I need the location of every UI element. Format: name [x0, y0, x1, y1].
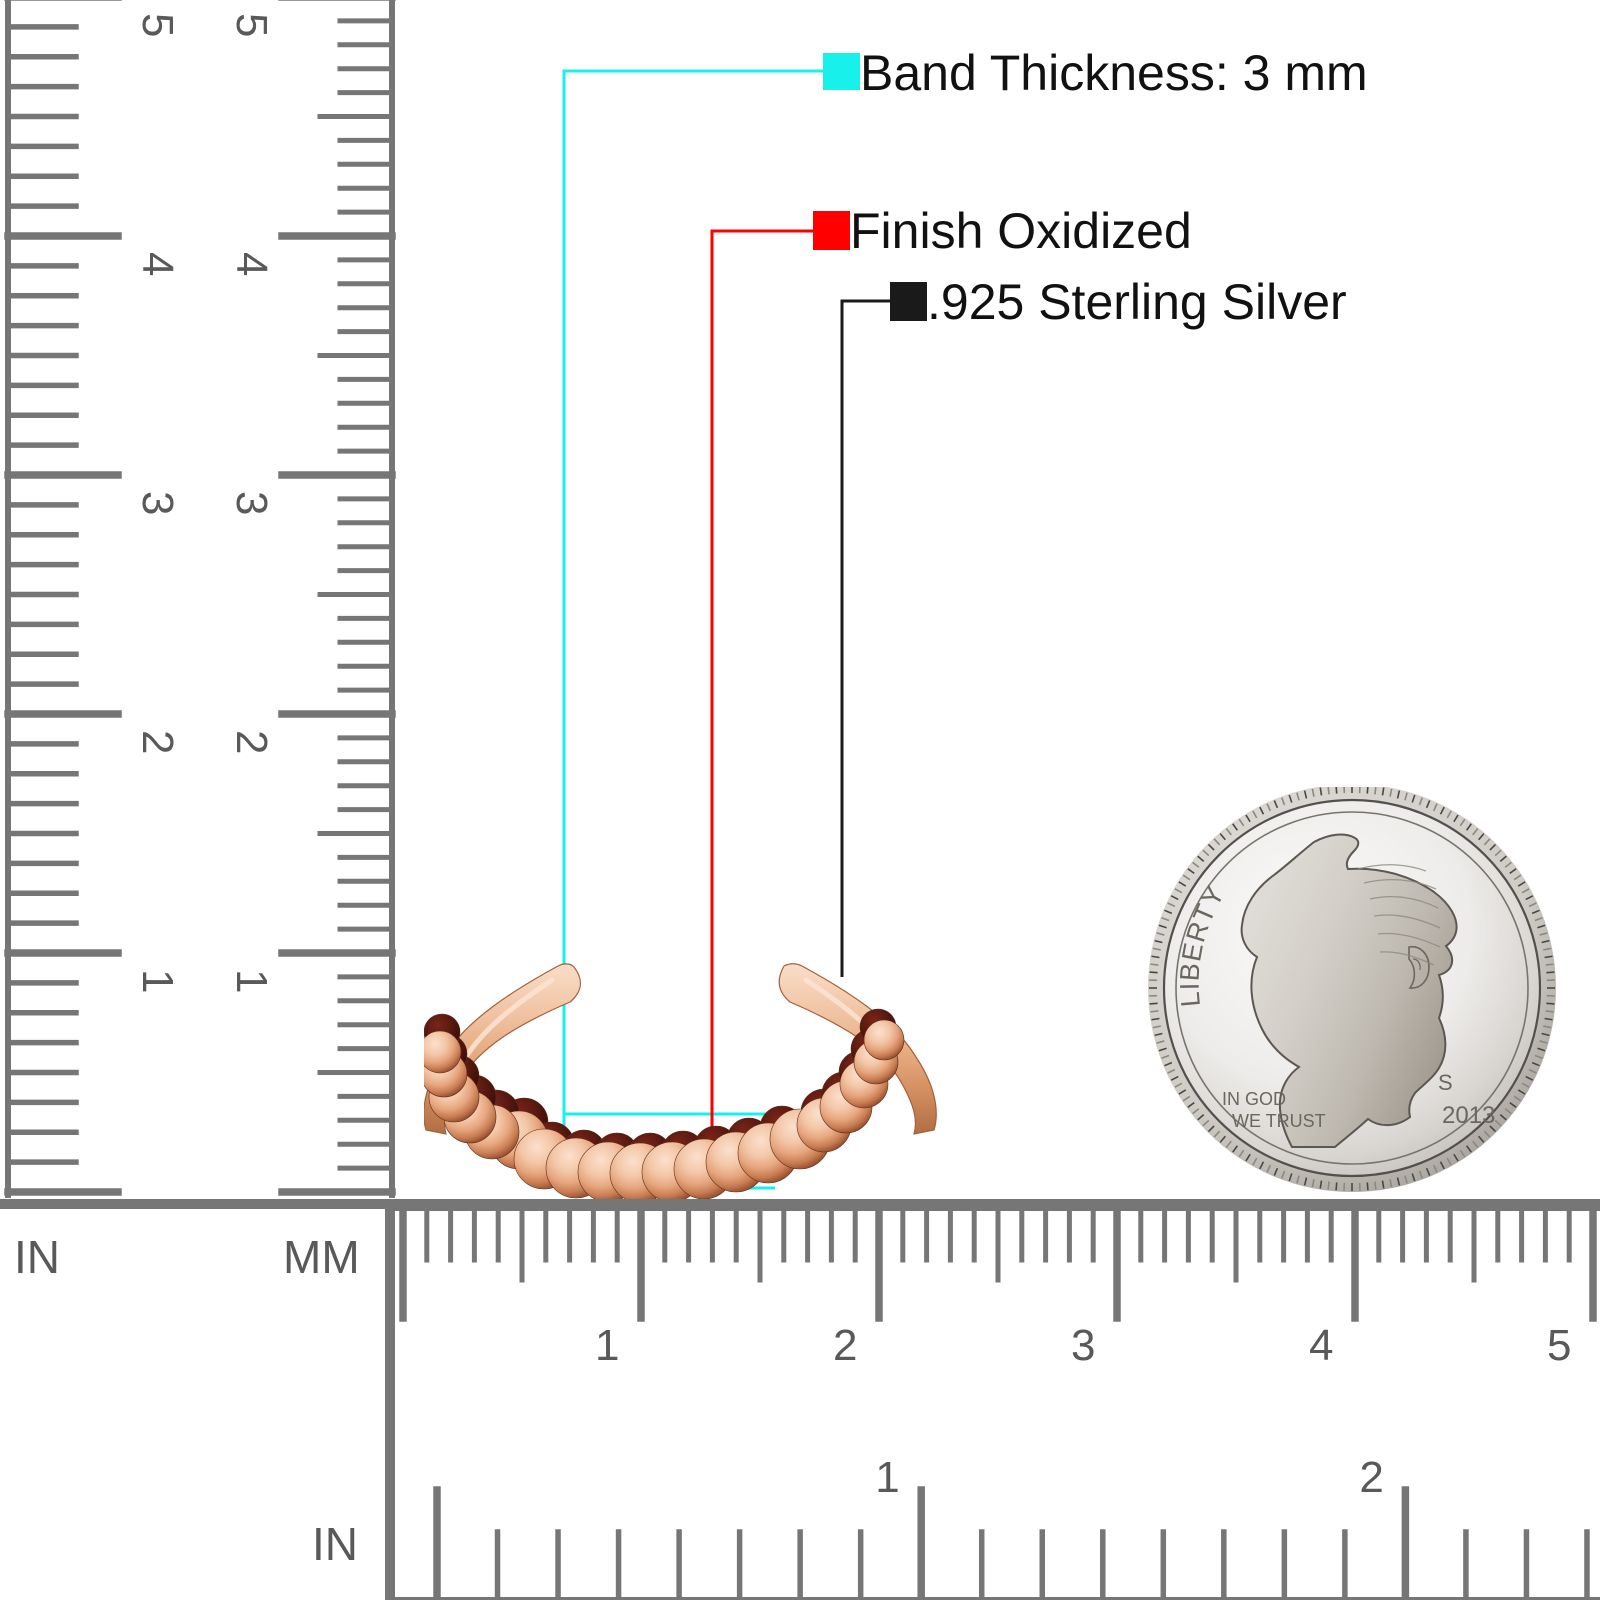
svg-text:MM: MM: [283, 1231, 360, 1283]
svg-text:2: 2: [1359, 1453, 1383, 1502]
svg-text:4: 4: [1309, 1321, 1333, 1370]
svg-text:1: 1: [875, 1453, 899, 1502]
svg-text:2: 2: [833, 1321, 857, 1370]
svg-text:5: 5: [1547, 1321, 1571, 1370]
svg-text:IN GOD: IN GOD: [1222, 1089, 1286, 1109]
svg-text:S: S: [1438, 1070, 1453, 1095]
svg-text:IN: IN: [312, 1518, 358, 1570]
svg-text:IN: IN: [14, 1231, 60, 1283]
svg-text:3: 3: [1071, 1321, 1095, 1370]
svg-text:WE TRUST: WE TRUST: [1232, 1111, 1326, 1131]
svg-text:2013: 2013: [1442, 1102, 1495, 1129]
svg-text:1: 1: [595, 1321, 619, 1370]
